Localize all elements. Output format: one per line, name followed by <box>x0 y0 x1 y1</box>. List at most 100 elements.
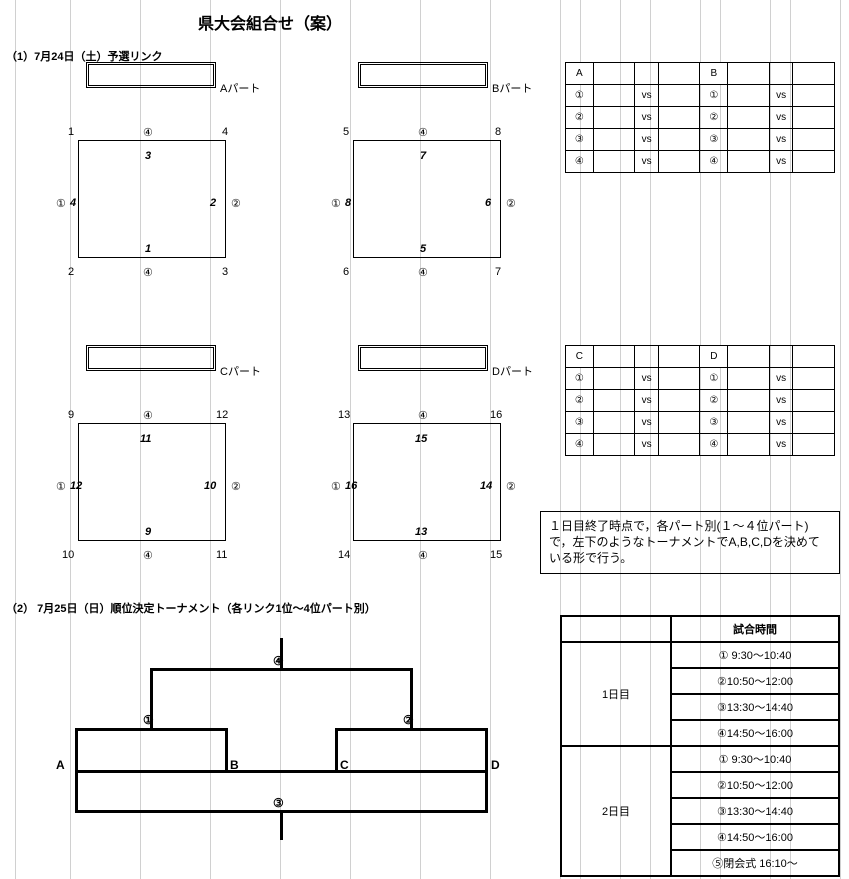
schedule-table: 試合時間 1日目 ① 9:30～10:40 ②10:50～12:00 ③13:3… <box>560 615 840 877</box>
vs-label: vs <box>769 368 793 390</box>
schedule-d1-2: ③13:30～14:40 <box>671 694 839 720</box>
bracket-b-bot-c: ④ <box>418 266 428 279</box>
bracket-c-bot-l: 10 <box>62 549 74 561</box>
bracket-a-mid-r: ② <box>231 197 241 210</box>
vs-cd-r4-c: ④ <box>566 434 594 456</box>
bracket-d-top-r: 16 <box>490 409 502 421</box>
bracket-d-num-bot: 13 <box>415 526 427 538</box>
tourn-match-1: ① <box>143 713 154 727</box>
schedule-d2-4: ⑤閉会式 16:10～ <box>671 850 839 876</box>
vs-label: vs <box>769 107 793 129</box>
part-b-box <box>358 62 488 88</box>
vs-ab-r2-a: ② <box>566 107 594 129</box>
bracket-d-mid-ln: 16 <box>345 480 357 492</box>
vs-ab-r3-a: ③ <box>566 129 594 151</box>
bracket-b-mid-rn: 6 <box>485 197 491 209</box>
schedule-header: 試合時間 <box>671 616 839 642</box>
bracket-c-num-bot: 9 <box>145 526 151 538</box>
bracket-d-mid-l: ① <box>331 480 341 493</box>
bracket-b-mid-r: ② <box>506 197 516 210</box>
vs-cd-r4-d: ④ <box>700 434 728 456</box>
vs-ab-r4-a: ④ <box>566 151 594 173</box>
bracket-d-num-top: 15 <box>415 433 427 445</box>
vs-label: vs <box>635 107 659 129</box>
tourn-match-3: ③ <box>273 796 284 810</box>
part-a-box <box>86 62 216 88</box>
vs-label: vs <box>769 151 793 173</box>
vs-ab-r1-a: ① <box>566 85 594 107</box>
schedule-d1-3: ④14:50～16:00 <box>671 720 839 746</box>
section2-header: （2） 7月25日（日）順位決定トーナメント（各リンク1位～4位パート別） <box>6 600 376 616</box>
bracket-d-mid-rn: 14 <box>480 480 492 492</box>
tourn-leaf-c: C <box>340 758 349 772</box>
bracket-a-mid-rn: 2 <box>210 197 216 209</box>
vs-label: vs <box>635 85 659 107</box>
vs-cd-r2-c: ② <box>566 390 594 412</box>
bracket-d-bot-l: 14 <box>338 549 350 561</box>
bracket-c-top-c: ④ <box>143 409 153 422</box>
vs-ab-r4-b: ④ <box>700 151 728 173</box>
part-a-label: Aパート <box>220 80 260 96</box>
bracket-c-mid-rn: 10 <box>204 480 216 492</box>
bracket-b-box <box>353 140 501 258</box>
vs-cd-r2-d: ② <box>700 390 728 412</box>
schedule-d1-0: ① 9:30～10:40 <box>671 642 839 668</box>
vs-ab-hdr-b: B <box>700 63 728 85</box>
bracket-a-bot-l: 2 <box>68 266 74 278</box>
page-title: 県大会組合せ（案） <box>198 10 342 34</box>
vs-label: vs <box>635 412 659 434</box>
tourn-match-2: ② <box>403 713 414 727</box>
bracket-a-num-bot: 1 <box>145 243 151 255</box>
bracket-a-mid-ln: 4 <box>70 197 76 209</box>
bracket-c-top-r: 12 <box>216 409 228 421</box>
vs-cd-r1-c: ① <box>566 368 594 390</box>
bracket-b-num-top: 7 <box>420 150 426 162</box>
bracket-b-top-l: 5 <box>343 126 349 138</box>
tourn-leaf-a: A <box>56 758 65 772</box>
vs-label: vs <box>635 390 659 412</box>
schedule-day2: 2日目 <box>561 746 671 876</box>
vs-cd-hdr-d: D <box>700 346 728 368</box>
bracket-c-mid-l: ① <box>56 480 66 493</box>
schedule-d2-0: ① 9:30～10:40 <box>671 746 839 772</box>
bracket-a-top-r: 4 <box>222 126 228 138</box>
bracket-b-bot-r: 7 <box>495 266 501 278</box>
bracket-a-top-l: 1 <box>68 126 74 138</box>
part-c-box <box>86 345 216 371</box>
bracket-b-bot-l: 6 <box>343 266 349 278</box>
schedule-day1: 1日目 <box>561 642 671 746</box>
vs-cd-r1-d: ① <box>700 368 728 390</box>
schedule-d2-1: ②10:50～12:00 <box>671 772 839 798</box>
bracket-a-box <box>78 140 226 258</box>
bracket-c-mid-r: ② <box>231 480 241 493</box>
vs-table-ab: A B ①vs ①vs ②vs ②vs ③vs ③vs ④vs ④vs <box>565 62 835 173</box>
vs-ab-r3-b: ③ <box>700 129 728 151</box>
vs-label: vs <box>769 434 793 456</box>
vs-label: vs <box>769 85 793 107</box>
schedule-d2-2: ③13:30～14:40 <box>671 798 839 824</box>
bracket-b-mid-ln: 8 <box>345 197 351 209</box>
bracket-c-bot-r: 11 <box>216 549 227 561</box>
bracket-c-top-l: 9 <box>68 409 74 421</box>
bracket-a-num-top: 3 <box>145 150 151 162</box>
part-b-label: Bパート <box>492 80 532 96</box>
bracket-d-top-l: 13 <box>338 409 350 421</box>
vs-ab-r2-b: ② <box>700 107 728 129</box>
vs-label: vs <box>769 129 793 151</box>
part-d-label: Dパート <box>492 363 533 379</box>
part-c-label: Cパート <box>220 363 261 379</box>
vs-cd-r3-c: ③ <box>566 412 594 434</box>
bracket-a-bot-r: 3 <box>222 266 228 278</box>
vs-ab-hdr-a: A <box>566 63 594 85</box>
bracket-b-top-r: 8 <box>495 126 501 138</box>
tourn-match-4: ④ <box>273 654 284 668</box>
vs-label: vs <box>635 129 659 151</box>
tourn-leaf-b: B <box>230 758 239 772</box>
vs-cd-r3-d: ③ <box>700 412 728 434</box>
bracket-c-mid-ln: 12 <box>70 480 82 492</box>
vs-table-cd: C D ①vs ①vs ②vs ②vs ③vs ③vs ④vs ④vs <box>565 345 835 456</box>
tourn-leaf-d: D <box>491 758 500 772</box>
vs-label: vs <box>769 390 793 412</box>
bracket-a-bot-c: ④ <box>143 266 153 279</box>
note-box: １日目終了時点で，各パート別(１～４位パート)で，左下のようなトーナメントでA,… <box>540 511 840 574</box>
